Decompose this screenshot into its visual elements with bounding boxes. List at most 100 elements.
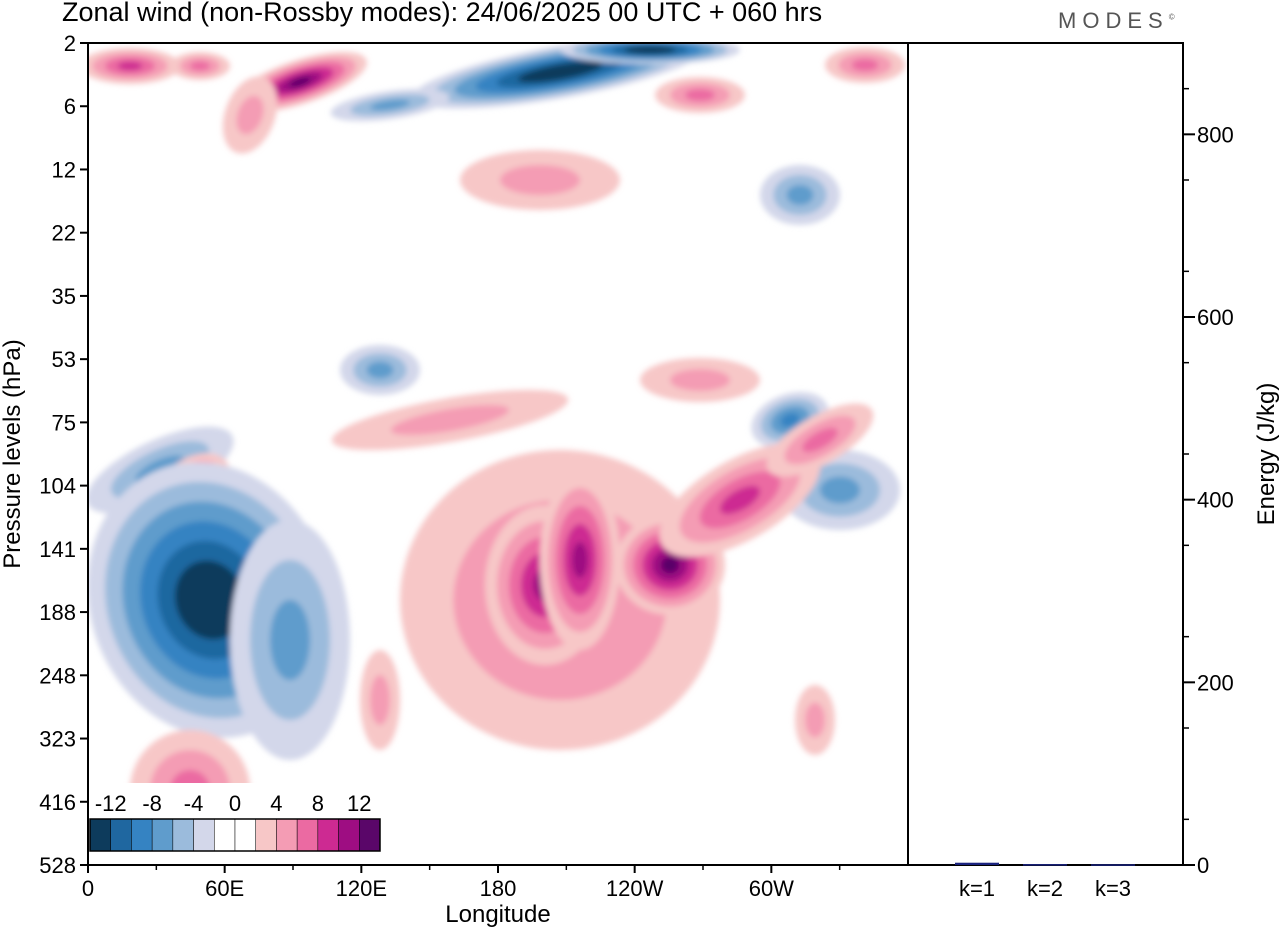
- westerly-band-left-2: [170, 52, 230, 80]
- contour-band: [370, 99, 410, 111]
- energy-tick-label: 800: [1197, 122, 1234, 147]
- colorbar-tick-label: -12: [95, 791, 127, 816]
- contour-band: [390, 404, 510, 436]
- y-tick-label: 35: [52, 284, 76, 309]
- westerly-patch-12hpa: [460, 150, 620, 210]
- x-axis-label: Longitude: [445, 901, 550, 928]
- x-tick-label: 0: [82, 876, 94, 901]
- colorbar-swatch: [296, 818, 319, 852]
- contour-band: [719, 485, 761, 515]
- colorbar-swatch: [234, 818, 256, 852]
- y-tick-label: 248: [39, 663, 76, 688]
- y-tick-label: 2: [64, 31, 76, 56]
- energy-tick-label: 600: [1197, 305, 1234, 330]
- contour-band: [572, 542, 588, 578]
- energy-tick-label: 200: [1197, 670, 1234, 695]
- easterly-upper-right: [560, 43, 740, 64]
- westerly-streak: [222, 76, 278, 154]
- y-tick-label: 75: [52, 410, 76, 435]
- westerly-patch-60hpa: [640, 358, 760, 402]
- contour-band: [786, 185, 814, 205]
- contour-band: [780, 412, 800, 428]
- energy-axis-label: Energy (J/kg): [1253, 383, 1280, 526]
- colorbar-swatch: [131, 818, 153, 852]
- modes-logo: MODES©: [1058, 8, 1175, 33]
- westerly-band-right: [825, 47, 905, 83]
- colorbar-swatch: [338, 818, 360, 852]
- contour-band: [660, 556, 680, 574]
- contour-band: [805, 702, 825, 738]
- westerly-patch-upper: [655, 77, 745, 113]
- contour-band: [370, 675, 390, 725]
- westerly-band-left: [88, 48, 180, 84]
- y-axis-label: Pressure levels (hPa): [0, 339, 26, 568]
- contour-band: [192, 580, 228, 620]
- colorbar-swatch: [255, 818, 277, 852]
- y-tick-label: 416: [39, 790, 76, 815]
- colorbar: -12 -8 -4 0 4 8 12: [86, 783, 384, 855]
- x-tick-label: 60E: [205, 876, 244, 901]
- energy-panel-frame: [907, 42, 1184, 866]
- y-tick-label: 53: [52, 347, 76, 372]
- easterly-upper-tail: [330, 88, 450, 122]
- colorbar-swatch: [89, 818, 111, 852]
- x-tick-label: 60W: [749, 876, 794, 901]
- y-tick-label: 528: [39, 853, 76, 878]
- y-tick-label: 141: [39, 537, 76, 562]
- chart-title: Zonal wind (non-Rossby modes): 24/06/202…: [62, 0, 823, 27]
- energy-tick-label: 0: [1197, 853, 1209, 878]
- contour-band: [820, 476, 860, 504]
- colorbar-tick-label: 8: [312, 791, 324, 816]
- colorbar-tick-label: -4: [184, 791, 204, 816]
- energy-category-label: k=2: [1027, 876, 1063, 901]
- contour-band: [270, 600, 310, 680]
- heatmap-contours: [88, 43, 905, 850]
- contour-band: [685, 89, 715, 101]
- colorbar-swatch: [193, 818, 215, 852]
- colorbar-tick-label: -8: [142, 791, 162, 816]
- contour-band: [538, 66, 582, 78]
- contour-band: [670, 369, 730, 391]
- x-tick-label: 120W: [606, 876, 664, 901]
- contour-band: [500, 165, 580, 195]
- colorbar-tick-label: 0: [229, 791, 241, 816]
- energy-bar: [1023, 864, 1067, 866]
- contour-band: [851, 59, 879, 71]
- contour-band: [117, 61, 143, 71]
- contour-band: [288, 76, 312, 88]
- contour-band: [366, 361, 394, 379]
- y-tick-label: 188: [39, 600, 76, 625]
- energy-bar: [1091, 864, 1135, 866]
- contour-band: [637, 48, 663, 52]
- westerly-patch-low-right: [795, 685, 835, 755]
- easterly-pocket-12hpa: [760, 165, 840, 225]
- x-tick-label: 120E: [336, 876, 387, 901]
- colorbar-swatch: [359, 818, 381, 852]
- colorbar-tick-label: 12: [347, 791, 371, 816]
- contour-band: [190, 61, 210, 71]
- energy-bar-panel: 0 200 400 600 800 k=1 k=2 k=3: [907, 42, 1234, 901]
- colorbar-swatch: [276, 818, 298, 852]
- colorbar-tick-label: 4: [270, 791, 282, 816]
- easterly-pocket-53hpa: [340, 345, 420, 395]
- westerly-tail-far: [766, 403, 874, 477]
- contour-band: [802, 427, 838, 453]
- y-tick-label: 104: [39, 474, 76, 499]
- x-tick-label: 180: [480, 876, 517, 901]
- westerly-core-b: [540, 470, 620, 650]
- colorbar-swatch: [110, 818, 132, 852]
- y-tick-label: 6: [64, 94, 76, 119]
- colorbar-swatch: [172, 818, 194, 852]
- y-tick-label: 12: [52, 157, 76, 182]
- energy-tick-label: 400: [1197, 488, 1234, 513]
- y-tick-label: 323: [39, 727, 76, 752]
- heatmap-field: [88, 43, 905, 850]
- easterly-lower-east: [230, 520, 350, 760]
- westerly-streak-75hpa: [331, 389, 569, 451]
- westerly-patch-low-mid: [360, 650, 400, 750]
- colorbar-frame: [89, 818, 381, 852]
- energy-category-label: k=1: [959, 876, 995, 901]
- y-tick-label: 22: [52, 221, 76, 246]
